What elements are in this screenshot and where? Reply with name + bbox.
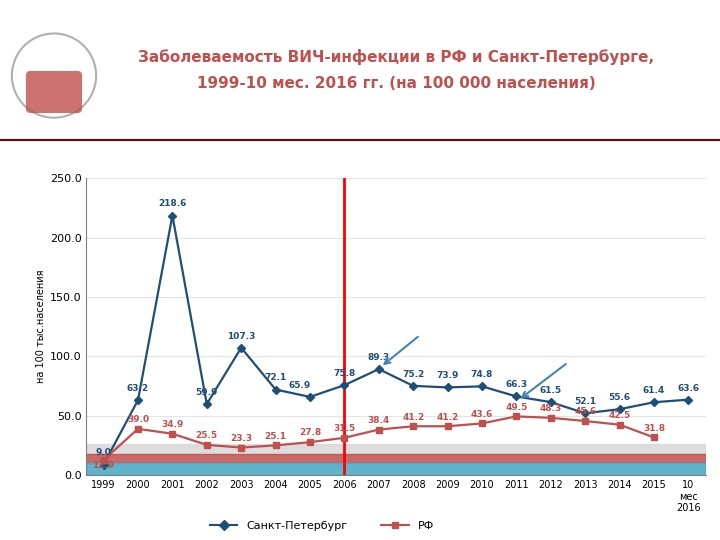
Санкт-Петербург bbox=[684, 396, 693, 403]
Text: 9.0: 9.0 bbox=[96, 448, 112, 457]
РФ bbox=[477, 420, 486, 427]
Text: 63.2: 63.2 bbox=[127, 384, 149, 393]
Санкт-Петербург bbox=[168, 212, 176, 219]
Санкт-Петербург bbox=[409, 383, 418, 389]
РФ bbox=[99, 457, 108, 463]
Text: 38.4: 38.4 bbox=[368, 416, 390, 425]
Text: 41.2: 41.2 bbox=[436, 413, 459, 422]
Санкт-Петербург bbox=[374, 366, 383, 373]
Text: 74.8: 74.8 bbox=[471, 370, 493, 379]
Bar bbox=[86, 463, 706, 475]
Text: 75.2: 75.2 bbox=[402, 370, 424, 379]
РФ bbox=[202, 442, 211, 448]
Text: 65.9: 65.9 bbox=[289, 381, 311, 390]
Санкт-Петербург bbox=[271, 386, 280, 393]
Text: 75.8: 75.8 bbox=[333, 369, 356, 378]
Text: 25.1: 25.1 bbox=[264, 431, 287, 441]
РФ bbox=[134, 426, 143, 432]
Text: 42.5: 42.5 bbox=[608, 411, 631, 420]
Санкт-Петербург bbox=[512, 393, 521, 400]
Санкт-Петербург bbox=[546, 399, 555, 406]
Text: 43.6: 43.6 bbox=[471, 410, 493, 418]
Санкт-Петербург bbox=[237, 345, 246, 351]
Text: 63.6: 63.6 bbox=[678, 383, 699, 393]
Text: 72.1: 72.1 bbox=[264, 374, 287, 382]
Санкт-Петербург bbox=[202, 401, 211, 407]
Text: 1999-10 мес. 2016 гг. (на 100 000 населения): 1999-10 мес. 2016 гг. (на 100 000 населе… bbox=[197, 76, 595, 91]
РФ bbox=[168, 430, 176, 437]
Y-axis label: на 100 тыс.населения: на 100 тыс.населения bbox=[35, 270, 45, 383]
Text: 218.6: 218.6 bbox=[158, 199, 186, 208]
Text: 34.9: 34.9 bbox=[161, 420, 184, 429]
Text: 25.5: 25.5 bbox=[196, 431, 218, 440]
Text: 73.9: 73.9 bbox=[436, 372, 459, 380]
РФ bbox=[374, 427, 383, 433]
Text: 39.0: 39.0 bbox=[127, 415, 149, 424]
Text: 61.5: 61.5 bbox=[540, 386, 562, 395]
Legend: Санкт-Петербург, РФ: Санкт-Петербург, РФ bbox=[205, 516, 438, 535]
РФ bbox=[581, 418, 590, 424]
Bar bbox=[86, 454, 706, 463]
Bar bbox=[86, 444, 706, 454]
Санкт-Петербург bbox=[99, 461, 108, 468]
Line: Санкт-Петербург: Санкт-Петербург bbox=[101, 213, 691, 467]
FancyBboxPatch shape bbox=[26, 71, 82, 113]
Text: 52.1: 52.1 bbox=[574, 397, 596, 406]
Text: 66.3: 66.3 bbox=[505, 380, 528, 389]
Text: 48.3: 48.3 bbox=[540, 404, 562, 413]
РФ bbox=[306, 439, 315, 446]
Text: 31.5: 31.5 bbox=[333, 424, 356, 433]
Санкт-Петербург bbox=[649, 399, 658, 406]
Text: 55.6: 55.6 bbox=[608, 393, 631, 402]
Text: 61.4: 61.4 bbox=[643, 386, 665, 395]
Text: 41.2: 41.2 bbox=[402, 413, 424, 422]
РФ bbox=[616, 421, 624, 428]
Text: 49.5: 49.5 bbox=[505, 403, 528, 411]
Санкт-Петербург bbox=[134, 397, 143, 403]
РФ bbox=[409, 423, 418, 429]
Text: 27.8: 27.8 bbox=[299, 428, 321, 437]
Санкт-Петербург bbox=[444, 384, 452, 390]
Text: 107.3: 107.3 bbox=[227, 332, 256, 341]
Text: 23.3: 23.3 bbox=[230, 434, 252, 443]
РФ bbox=[546, 415, 555, 421]
РФ bbox=[444, 423, 452, 429]
Санкт-Петербург bbox=[616, 406, 624, 413]
РФ bbox=[340, 435, 348, 441]
Санкт-Петербург bbox=[477, 383, 486, 389]
РФ bbox=[512, 413, 521, 420]
Text: 12.9: 12.9 bbox=[92, 461, 114, 470]
Text: 45.6: 45.6 bbox=[574, 407, 596, 416]
Text: 59.9: 59.9 bbox=[196, 388, 218, 397]
Санкт-Петербург bbox=[306, 394, 315, 400]
РФ bbox=[649, 434, 658, 441]
Text: 31.8: 31.8 bbox=[643, 424, 665, 433]
Санкт-Петербург bbox=[581, 410, 590, 416]
РФ bbox=[271, 442, 280, 449]
Санкт-Петербург bbox=[340, 382, 348, 388]
РФ bbox=[237, 444, 246, 451]
Line: РФ: РФ bbox=[101, 414, 657, 463]
Text: Заболеваемость ВИЧ-инфекции в РФ и Санкт-Петербурге,: Заболеваемость ВИЧ-инфекции в РФ и Санкт… bbox=[138, 49, 654, 65]
Text: 89.3: 89.3 bbox=[368, 353, 390, 362]
